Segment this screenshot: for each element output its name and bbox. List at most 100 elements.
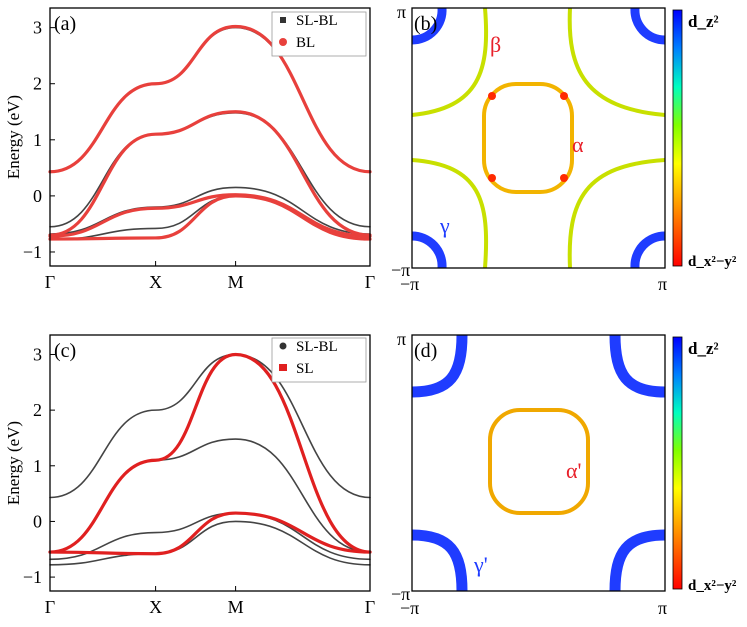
panel-b: (b) β α γ π −π −π π d_z² d_x²−y² — [391, 2, 737, 294]
band-line — [49, 438, 371, 553]
x-tick-label: Γ — [365, 272, 375, 292]
colorbar-bottom-label: d_x²−y² — [688, 578, 737, 594]
band-line — [48, 352, 372, 554]
band-line — [48, 193, 372, 238]
colorbar-b: d_z² d_x²−y² — [672, 9, 737, 270]
band-line — [49, 112, 371, 228]
panel-d-label: (d) — [414, 340, 437, 362]
panel-b-frame — [411, 7, 666, 269]
orbital-hotspot — [488, 92, 496, 100]
gamma-label: γ — [439, 213, 450, 238]
orbital-hotspot — [488, 174, 496, 182]
x-tick-label: Γ — [45, 272, 55, 292]
beta-label: β — [490, 32, 501, 57]
x-tick-label: Γ — [365, 597, 375, 617]
panel-a-frame — [49, 7, 371, 267]
colorbar-top-label: d_z² — [688, 12, 719, 31]
panel-c-label: (c) — [54, 340, 76, 362]
beta-sheet — [567, 7, 666, 117]
legend-marker-circle — [279, 342, 287, 350]
band-line — [48, 110, 372, 237]
band-line — [48, 194, 372, 241]
legend-entry: SL-BL — [296, 339, 338, 355]
gamma-prime-pocket — [609, 334, 666, 398]
panel-a: (a) −1 0 1 2 3 Γ X M Γ Energy (eV) SL-BL BL — [4, 7, 375, 292]
y-tick-label: 3 — [33, 344, 42, 364]
band-line — [49, 520, 371, 566]
x-tick-label: X — [149, 272, 162, 292]
gamma-pocket — [411, 7, 447, 45]
orbital-hotspot — [560, 174, 568, 182]
alpha-prime-label: α' — [566, 458, 582, 483]
gamma-prime-pocket — [411, 334, 468, 398]
band-line — [49, 353, 371, 499]
x-tick-right: π — [658, 274, 667, 294]
panel-c: (c) −1 0 1 2 3 Γ X M Γ Energy (eV) SL-BL SL — [4, 334, 375, 617]
alpha-label: α — [572, 132, 584, 157]
panel-b-label: (b) — [414, 13, 437, 35]
legend-box — [271, 11, 367, 57]
legend-entry: BL — [296, 35, 315, 51]
x-tick-right: π — [658, 598, 667, 618]
y-tick-top: π — [397, 329, 406, 349]
x-tick-label: M — [228, 597, 244, 617]
gamma-pocket — [630, 231, 666, 269]
colorbar-top-label: d_z² — [688, 339, 719, 358]
colorbar — [672, 336, 683, 590]
orbital-hotspot — [560, 92, 568, 100]
alpha-pocket — [482, 82, 574, 194]
colorbar-d: d_z² d_x²−y² — [672, 336, 737, 594]
gamma-pocket — [411, 231, 447, 269]
y-tick-bottom: −π — [391, 260, 410, 280]
beta-sheet — [411, 158, 489, 269]
x-tick-label: Γ — [45, 597, 55, 617]
x-tick-left: −π — [400, 274, 419, 294]
panel-d: (d) α' γ' π −π −π π d_z² d_x²−y² — [391, 329, 737, 618]
x-tick-label: M — [228, 272, 244, 292]
y-tick-label: 0 — [33, 511, 42, 531]
panel-c-y-axis: −1 0 1 2 3 — [23, 344, 55, 587]
legend-marker-circle — [279, 38, 287, 46]
band-line — [48, 511, 372, 556]
fermi-surface-d — [411, 334, 666, 592]
panel-d-frame — [411, 334, 666, 592]
y-tick-label: 1 — [33, 130, 42, 150]
x-tick-label: X — [149, 597, 162, 617]
y-tick-label: −1 — [23, 567, 42, 587]
y-tick-label: 2 — [33, 400, 42, 420]
y-tick-label: 0 — [33, 186, 42, 206]
y-tick-bottom: −π — [391, 584, 410, 604]
beta-sheet — [411, 7, 489, 117]
panel-a-bands — [48, 24, 372, 241]
panel-c-frame — [49, 334, 371, 592]
panel-a-y-axis: −1 0 1 2 3 — [23, 18, 55, 262]
y-tick-label: −1 — [23, 242, 42, 262]
fermi-surface-b — [411, 7, 666, 269]
colorbar — [672, 9, 683, 267]
y-tick-top: π — [397, 2, 406, 22]
band-line — [49, 512, 371, 561]
band-line — [48, 24, 372, 174]
y-tick-label: 1 — [33, 456, 42, 476]
colorbar-bottom-label: d_x²−y² — [688, 254, 737, 270]
gamma-pocket — [630, 7, 666, 45]
y-tick-label: 2 — [33, 74, 42, 94]
panel-c-legend: SL-BL SL — [271, 337, 367, 383]
gamma-prime-pocket — [411, 529, 468, 592]
legend-entry: SL — [296, 361, 314, 377]
gamma-prime-label: γ' — [473, 552, 488, 577]
x-tick-left: −π — [400, 598, 419, 618]
alpha-prime-pocket — [488, 408, 590, 515]
y-tick-label: 3 — [33, 18, 42, 38]
legend-marker-square — [280, 17, 286, 23]
legend-entry: SL-BL — [296, 13, 338, 29]
legend-box — [271, 337, 367, 383]
panel-c-ylabel: Energy (eV) — [4, 421, 23, 505]
panel-c-bands — [48, 352, 372, 566]
gamma-prime-pocket — [609, 529, 666, 592]
beta-sheet — [567, 158, 666, 269]
panel-a-legend: SL-BL BL — [271, 11, 367, 57]
